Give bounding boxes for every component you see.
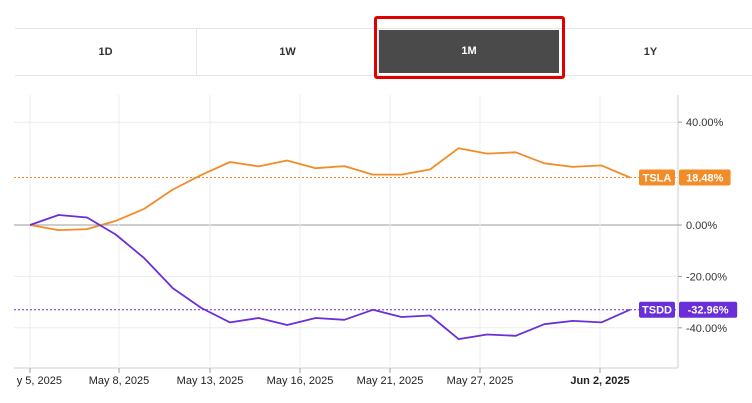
series-name-tag-label: TSLA [643,173,672,185]
selection-highlight-box [374,16,565,79]
time-range-tabs: 1D 1W 1M 1Y [15,28,752,76]
x-tick-label: May 27, 2025 [447,375,514,387]
y-tick-label: 0.00% [686,220,717,232]
x-tick-label: May 8, 2025 [89,375,150,387]
y-tick-label: -40.00% [686,323,727,335]
tab-1y[interactable]: 1Y [643,46,658,58]
series-value-tag-label: 18.48% [686,173,724,185]
tab-1d[interactable]: 1D [15,29,197,75]
series-name-tag [639,301,675,318]
y-tick-label: -20.00% [686,271,727,283]
chart-series [14,147,678,341]
series-value-tag-label: -32.96% [688,305,729,317]
x-tick-label: y 5, 2025 [17,375,62,387]
series-line-tsdd [29,214,631,341]
x-axis: y 5, 2025 May 8, 2025 May 13, 2025 May 16, … [17,368,630,387]
tab-1m[interactable]: 1M [379,30,559,73]
x-tick-label: May 21, 2025 [357,375,424,387]
x-tick-label: May 13, 2025 [177,375,244,387]
series-value-tag [679,169,731,186]
chart-grid [14,95,679,369]
series-tags: TSLA 18.48% TSDD -32.96% [639,169,738,318]
x-tick-label: May 16, 2025 [267,375,334,387]
x-tick-label: Jun 2, 2025 [570,375,629,387]
y-axis: 40.00% 0.00% -20.00% -40.00% [678,117,727,335]
tab-1w[interactable]: 1W [197,29,379,75]
series-name-tag [639,169,675,186]
series-name-tag-label: TSDD [642,305,672,317]
series-value-tag [679,301,738,318]
y-tick-label: 40.00% [686,117,724,129]
series-line-tsla [29,147,631,232]
